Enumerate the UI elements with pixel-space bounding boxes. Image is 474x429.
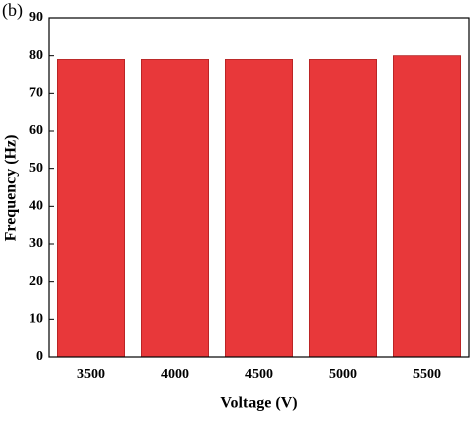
bar xyxy=(140,59,209,358)
bar xyxy=(392,55,461,358)
x-tick-label: 3500 xyxy=(77,367,105,382)
plot-frame xyxy=(48,17,470,358)
y-tick-label: 40 xyxy=(29,199,43,214)
y-tick-label: 20 xyxy=(29,274,43,289)
y-tick-label: 30 xyxy=(29,236,43,251)
panel-label: (b) xyxy=(2,0,23,21)
y-tick-label: 50 xyxy=(29,161,43,176)
x-tick-label: 4000 xyxy=(161,367,189,382)
bar xyxy=(308,59,377,358)
y-tick-label: 10 xyxy=(29,312,43,327)
y-tick-label: 70 xyxy=(29,86,43,101)
x-axis-label: Voltage (V) xyxy=(220,395,297,412)
x-tick-label: 4500 xyxy=(245,367,273,382)
y-axis-label: Frequency (Hz) xyxy=(3,135,20,242)
x-tick-label: 5500 xyxy=(413,367,441,382)
bar xyxy=(57,59,125,358)
y-tick-label: 60 xyxy=(29,123,43,138)
y-tick-label: 0 xyxy=(36,349,43,364)
bar xyxy=(224,59,293,358)
y-tick-label: 90 xyxy=(29,10,43,25)
x-tick-label: 5000 xyxy=(329,367,357,382)
y-tick-label: 80 xyxy=(29,48,43,63)
